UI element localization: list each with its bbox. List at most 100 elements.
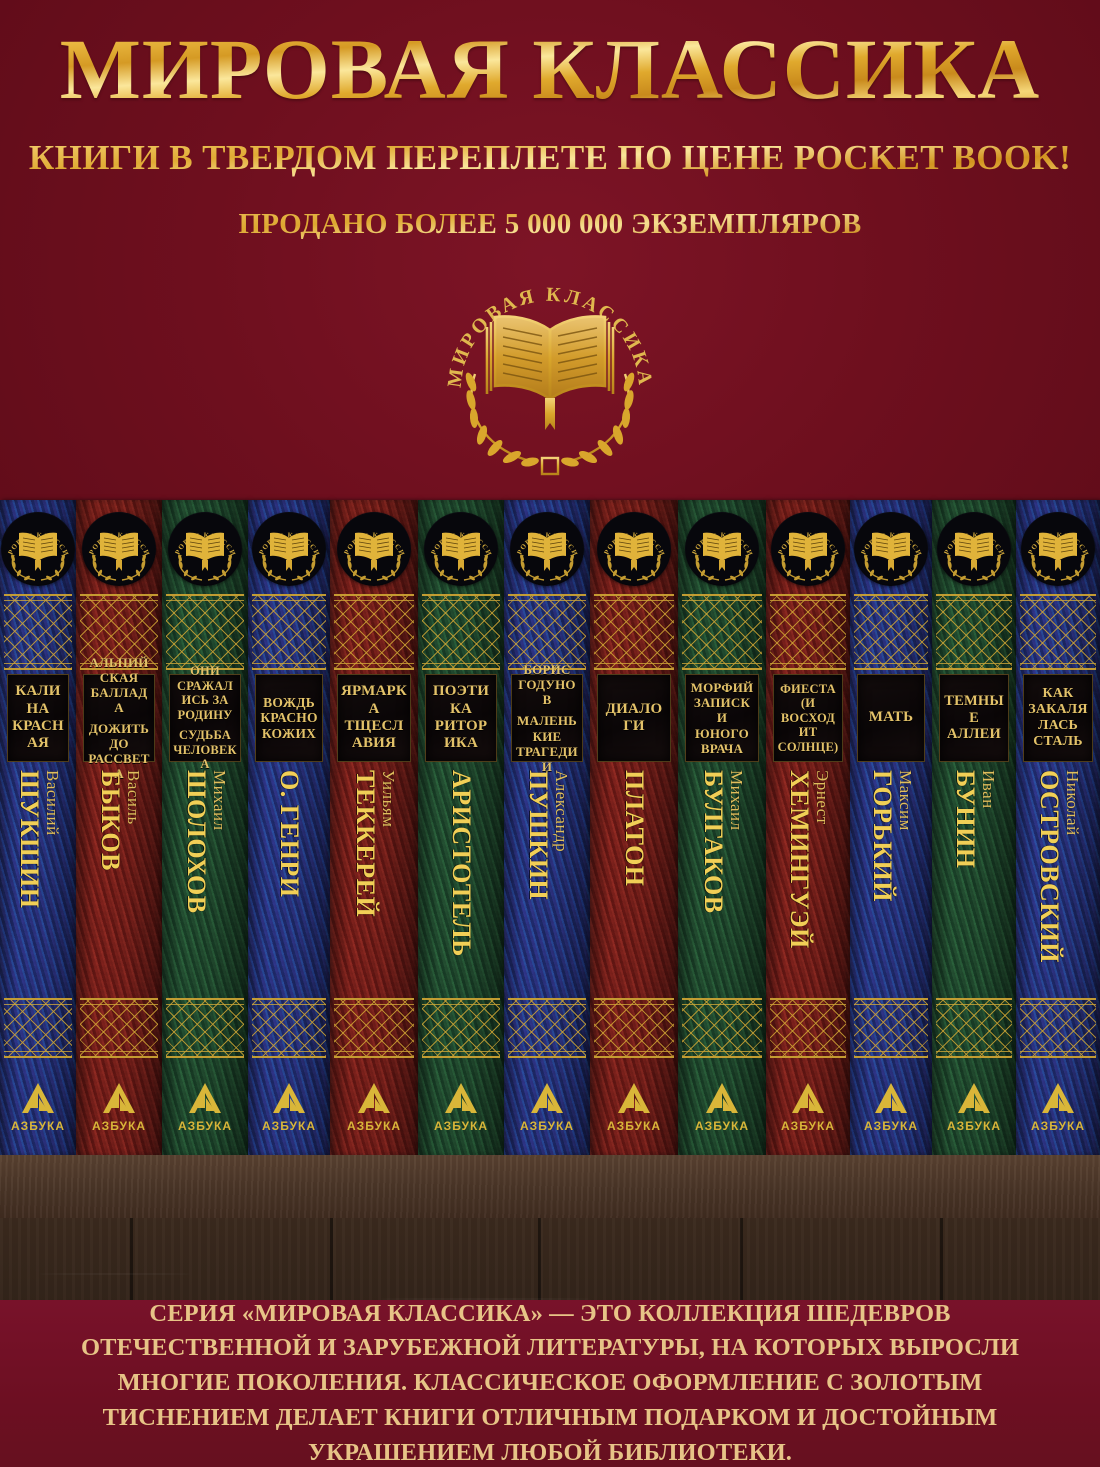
decorative-hatch-top	[594, 594, 674, 670]
decorative-hatch-top	[80, 594, 158, 670]
book-title-plaque: ОНИ СРАЖАЛИСЬ ЗА РОДИНУ СУДЬБА ЧЕЛОВЕКА	[169, 664, 241, 771]
decorative-hatch-bottom	[854, 998, 928, 1058]
publisher-name: АЗБУКА	[607, 1119, 661, 1133]
decorative-hatch-bottom	[80, 998, 158, 1058]
author-last-name: ШОЛОХОВ	[181, 770, 211, 914]
book-spine[interactable]: МИРОВАЯ КЛАССИКА ДИАЛОГИ ПЛА	[590, 500, 678, 1155]
publisher-mark: АЗБУКА	[766, 1080, 850, 1133]
decorative-hatch-top	[854, 594, 928, 670]
publisher-name: АЗБУКА	[347, 1119, 401, 1133]
book-title-plaque: АЛЬПИЙСКАЯ БАЛЛАДА ДОЖИТЬ ДО РАССВЕТА	[83, 655, 155, 781]
azbuka-triangle-icon	[22, 1083, 54, 1113]
series-badge-icon: МИРОВАЯ КЛАССИКА	[82, 512, 155, 585]
publisher-mark: АЗБУКА	[76, 1080, 162, 1133]
decorative-hatch-bottom	[770, 998, 846, 1058]
series-emblem: МИРОВАЯ КЛАССИКА	[435, 258, 665, 488]
footer-description: СЕРИЯ «МИРОВАЯ КЛАССИКА» — ЭТО КОЛЛЕКЦИЯ…	[0, 1300, 1100, 1467]
publisher-mark: АЗБУКА	[330, 1080, 418, 1133]
series-badge: МИРОВАЯ КЛАССИКА	[685, 512, 759, 586]
publisher-name: АЗБУКА	[178, 1119, 232, 1133]
page-title: МИРОВАЯ КЛАССИКА	[0, 26, 1100, 112]
copies-sold-text: ПРОДАНО БОЛЕЕ 5 000 000 ЭКЗЕМПЛЯРОВ	[0, 208, 1100, 241]
decorative-hatch-top	[166, 594, 244, 670]
series-badge: МИРОВАЯ КЛАССИКА	[337, 512, 411, 586]
author-last-name: АРИСТОТЕЛЬ	[446, 770, 476, 957]
book-author: Василь БЫКОВ	[76, 768, 162, 996]
author-last-name: ХЕМИНГУЭЙ	[784, 770, 814, 949]
azbuka-triangle-icon	[618, 1083, 650, 1113]
azbuka-triangle-icon	[445, 1083, 477, 1113]
decorative-hatch-bottom	[1020, 998, 1096, 1058]
book-title: КАК ЗАКАЛЯЛАСЬ СТАЛЬ	[1028, 685, 1088, 750]
book-author: Максим ГОРЬКИЙ	[850, 768, 932, 996]
book-spine[interactable]: МИРОВАЯ КЛАССИКА ТЕМНЫЕ АЛЛЕИ Иван	[932, 500, 1016, 1155]
book-title-plaque: МАТЬ	[857, 674, 925, 762]
book-title: ПОЭТИКА РИТОРИКА	[432, 683, 490, 752]
publisher-mark: АЗБУКА	[0, 1080, 76, 1133]
shelf-surface	[0, 1155, 1100, 1218]
publisher-mark: АЗБУКА	[932, 1080, 1016, 1133]
book-spine[interactable]: МИРОВАЯ КЛАССИКА ЯРМАРКА ТЩЕСЛАВИЯ Уиль	[330, 500, 418, 1155]
author-last-name: ПЛАТОН	[619, 770, 649, 887]
series-badge: МИРОВАЯ КЛАССИКА	[252, 512, 326, 586]
book-spine[interactable]: МИРОВАЯ КЛАССИКА ПОЭТИКА РИТОРИКА	[418, 500, 504, 1155]
author-first-name: Василий	[42, 770, 62, 836]
book-author: Александр ПУШКИН	[504, 768, 590, 996]
author-first-name: Михаил	[726, 770, 746, 831]
azbuka-triangle-icon	[1042, 1083, 1074, 1113]
book-spine[interactable]: МИРОВАЯ КЛАССИКА КАК ЗАКАЛЯЛАСЬ СТАЛЬ Н	[1016, 500, 1100, 1155]
book-spine[interactable]: МИРОВАЯ КЛАССИКА КАЛИНА КРАСНАЯ Василий	[0, 500, 76, 1155]
book-author: АРИСТОТЕЛЬ	[418, 768, 504, 996]
series-badge: МИРОВАЯ КЛАССИКА	[168, 512, 242, 586]
footer-text: СЕРИЯ «МИРОВАЯ КЛАССИКА» — ЭТО КОЛЛЕКЦИЯ…	[81, 1299, 1019, 1466]
book-title-plaque: ВОЖДЬ КРАСНОКОЖИХ	[255, 674, 323, 762]
book-spine[interactable]: МИРОВАЯ КЛАССИКА БОРИС ГОДУНОВ МАЛЕНЬКИЕ …	[504, 500, 590, 1155]
book-spine[interactable]: МИРОВАЯ КЛАССИКА ОНИ СРАЖАЛИСЬ ЗА РОДИНУ…	[162, 500, 248, 1155]
decorative-hatch-top	[422, 594, 500, 670]
book-spine[interactable]: МИРОВАЯ КЛАССИКА МАТЬ Максим	[850, 500, 932, 1155]
decorative-hatch-bottom	[594, 998, 674, 1058]
decorative-hatch-top	[252, 594, 326, 670]
book-title: ДОЖИТЬ ДО РАССВЕТА	[88, 721, 150, 782]
decorative-hatch-bottom	[422, 998, 500, 1058]
decorative-hatch-bottom	[4, 998, 72, 1058]
author-first-name: Василь	[123, 770, 143, 825]
book-spine[interactable]: МИРОВАЯ КЛАССИКА МОРФИЙ ЗАПИСКИ ЮНОГО ВР…	[678, 500, 766, 1155]
series-badge: МИРОВАЯ КЛАССИКА	[1021, 512, 1095, 586]
book-author: Михаил БУЛГАКОВ	[678, 768, 766, 996]
series-badge-icon: МИРОВАЯ КЛАССИКА	[771, 512, 844, 585]
book-title: ЯРМАРКА ТЩЕСЛАВИЯ	[341, 683, 407, 752]
book-row: МИРОВАЯ КЛАССИКА КАЛИНА КРАСНАЯ Василий	[0, 500, 1100, 1155]
book-title: АЛЬПИЙСКАЯ БАЛЛАДА	[89, 654, 149, 715]
azbuka-triangle-icon	[103, 1083, 135, 1113]
publisher-name: АЗБУКА	[695, 1119, 749, 1133]
azbuka-triangle-icon	[531, 1083, 563, 1113]
azbuka-triangle-icon	[706, 1083, 738, 1113]
publisher-mark: АЗБУКА	[678, 1080, 766, 1133]
author-first-name: Иван	[978, 770, 998, 809]
open-book-laurel-icon: МИРОВАЯ КЛАССИКА	[444, 284, 653, 476]
book-spine[interactable]: МИРОВАЯ КЛАССИКА АЛЬПИЙСКАЯ БАЛЛАДАДОЖИТ…	[76, 500, 162, 1155]
book-title: МАЛЕНЬКИЕ ТРАГЕДИИ	[516, 713, 578, 774]
series-badge-icon: МИРОВАЯ КЛАССИКА	[168, 512, 241, 585]
azbuka-triangle-icon	[958, 1083, 990, 1113]
decorative-hatch-bottom	[334, 998, 414, 1058]
publisher-name: АЗБУКА	[11, 1119, 65, 1133]
series-badge: МИРОВАЯ КЛАССИКА	[597, 512, 671, 586]
poster-header: МИРОВАЯ КЛАССИКА КНИГИ В ТВЕРДОМ ПЕРЕПЛЕ…	[0, 0, 1100, 500]
author-last-name: БЫКОВ	[95, 770, 125, 871]
book-spine[interactable]: МИРОВАЯ КЛАССИКА ВОЖДЬ КРАСНОКОЖИХ	[248, 500, 330, 1155]
book-title: МАТЬ	[868, 709, 914, 726]
book-author: Николай ОСТРОВСКИЙ	[1016, 768, 1100, 996]
decorative-hatch-top	[682, 594, 762, 670]
book-spine[interactable]: МИРОВАЯ КЛАССИКА ФИЕСТА (И ВОСХОДИТ СОЛН…	[766, 500, 850, 1155]
publisher-mark: АЗБУКА	[1016, 1080, 1100, 1133]
series-badge-icon: МИРОВАЯ КЛАССИКА	[424, 512, 497, 585]
author-last-name: ОСТРОВСКИЙ	[1034, 770, 1064, 964]
decorative-hatch-top	[936, 594, 1012, 670]
series-badge: МИРОВАЯ КЛАССИКА	[82, 512, 156, 586]
book-title: СУДЬБА ЧЕЛОВЕКА	[173, 728, 237, 772]
publisher-name: АЗБУКА	[864, 1119, 918, 1133]
book-author: Василий ШУКШИН	[0, 768, 76, 996]
series-badge-icon: МИРОВАЯ КЛАССИКА	[1021, 512, 1094, 585]
